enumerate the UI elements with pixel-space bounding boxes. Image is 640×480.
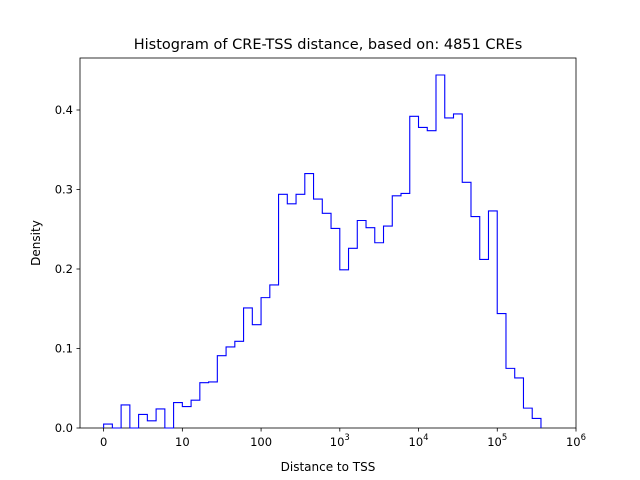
histogram-step-line: [103, 74, 542, 429]
x-tick-label: 103: [330, 433, 350, 449]
y-tick-label: 0.0: [55, 421, 73, 435]
plot-area: [79, 57, 577, 429]
y-tick-label: 0.2: [55, 262, 73, 276]
y-axis-ticks: 0.0 0.1 0.2 0.3 0.4: [55, 103, 80, 435]
y-axis-label: Density: [29, 220, 43, 266]
x-axis-ticks: 0 10 100 103 104 105 106: [100, 428, 586, 449]
x-axis-label: Distance to TSS: [281, 460, 376, 474]
y-tick-label: 0.1: [55, 341, 73, 355]
x-tick-label: 10: [175, 435, 190, 449]
y-tick-label: 0.3: [55, 182, 73, 196]
y-tick-label: 0.4: [55, 103, 73, 117]
axes-frame: [79, 57, 577, 429]
chart-title: Histogram of CRE-TSS distance, based on:…: [134, 37, 523, 53]
x-tick-label: 106: [566, 433, 586, 449]
x-tick-label: 100: [250, 435, 272, 449]
x-tick-label: 105: [487, 433, 507, 449]
x-tick-label: 104: [409, 433, 429, 449]
x-tick-label: 0: [100, 435, 107, 449]
